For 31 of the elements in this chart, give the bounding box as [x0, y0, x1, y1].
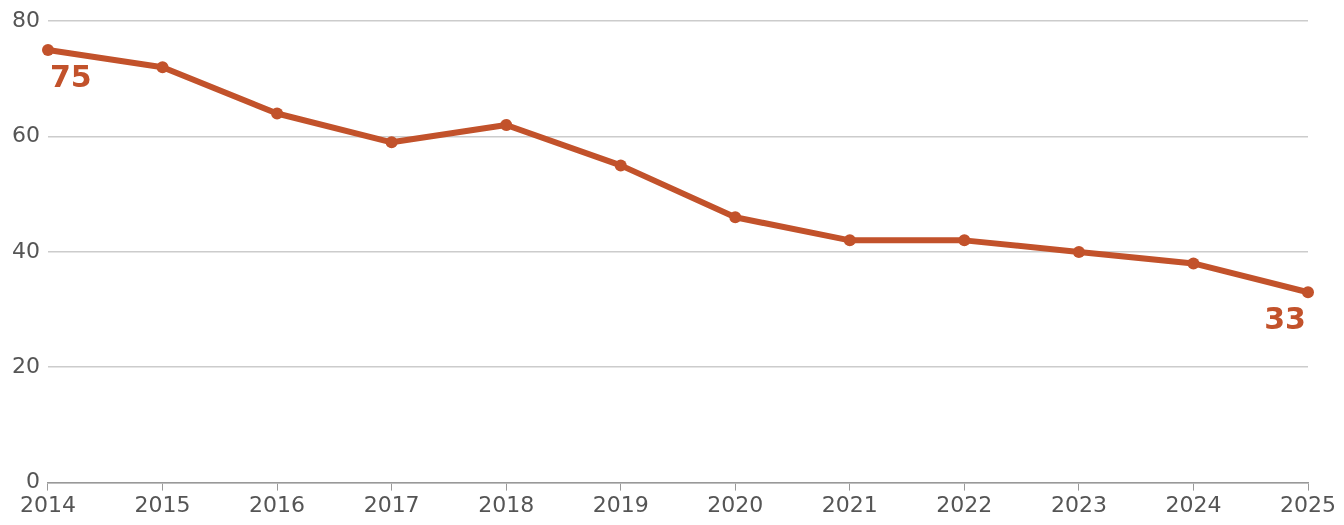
y-tick-label: 20 — [11, 352, 40, 378]
point — [958, 234, 971, 247]
y-tick-label: 40 — [11, 237, 40, 263]
x-tick-label: 2021 — [821, 491, 878, 517]
y-tick-label: 0 — [25, 468, 40, 494]
point — [1072, 245, 1085, 258]
y-tick-label: 60 — [11, 122, 40, 148]
point — [271, 107, 284, 120]
point — [1187, 257, 1200, 270]
x-tick-label: 2020 — [707, 491, 764, 517]
x-tick-label: 2023 — [1050, 491, 1107, 517]
point — [156, 61, 169, 74]
point — [1302, 286, 1314, 299]
point — [385, 136, 398, 149]
x-tick-label: 2017 — [363, 491, 420, 517]
x-tick-label: 2014 — [19, 491, 76, 517]
point — [614, 159, 627, 172]
x-tick-label: 2016 — [249, 491, 306, 517]
x-tick-label: 2025 — [1280, 491, 1336, 517]
x-tick-label: 2015 — [134, 491, 191, 517]
y-tick-label: 80 — [11, 6, 40, 32]
data-label: 75 — [49, 58, 92, 94]
data-label: 33 — [1264, 301, 1306, 337]
point — [41, 44, 54, 57]
point — [500, 119, 513, 132]
x-tick-label: 2024 — [1165, 491, 1222, 517]
point — [843, 234, 856, 247]
x-tick-label: 2022 — [936, 491, 993, 517]
x-tick-label: 2019 — [592, 491, 649, 517]
point — [729, 211, 742, 224]
x-tick-label: 2018 — [478, 491, 535, 517]
